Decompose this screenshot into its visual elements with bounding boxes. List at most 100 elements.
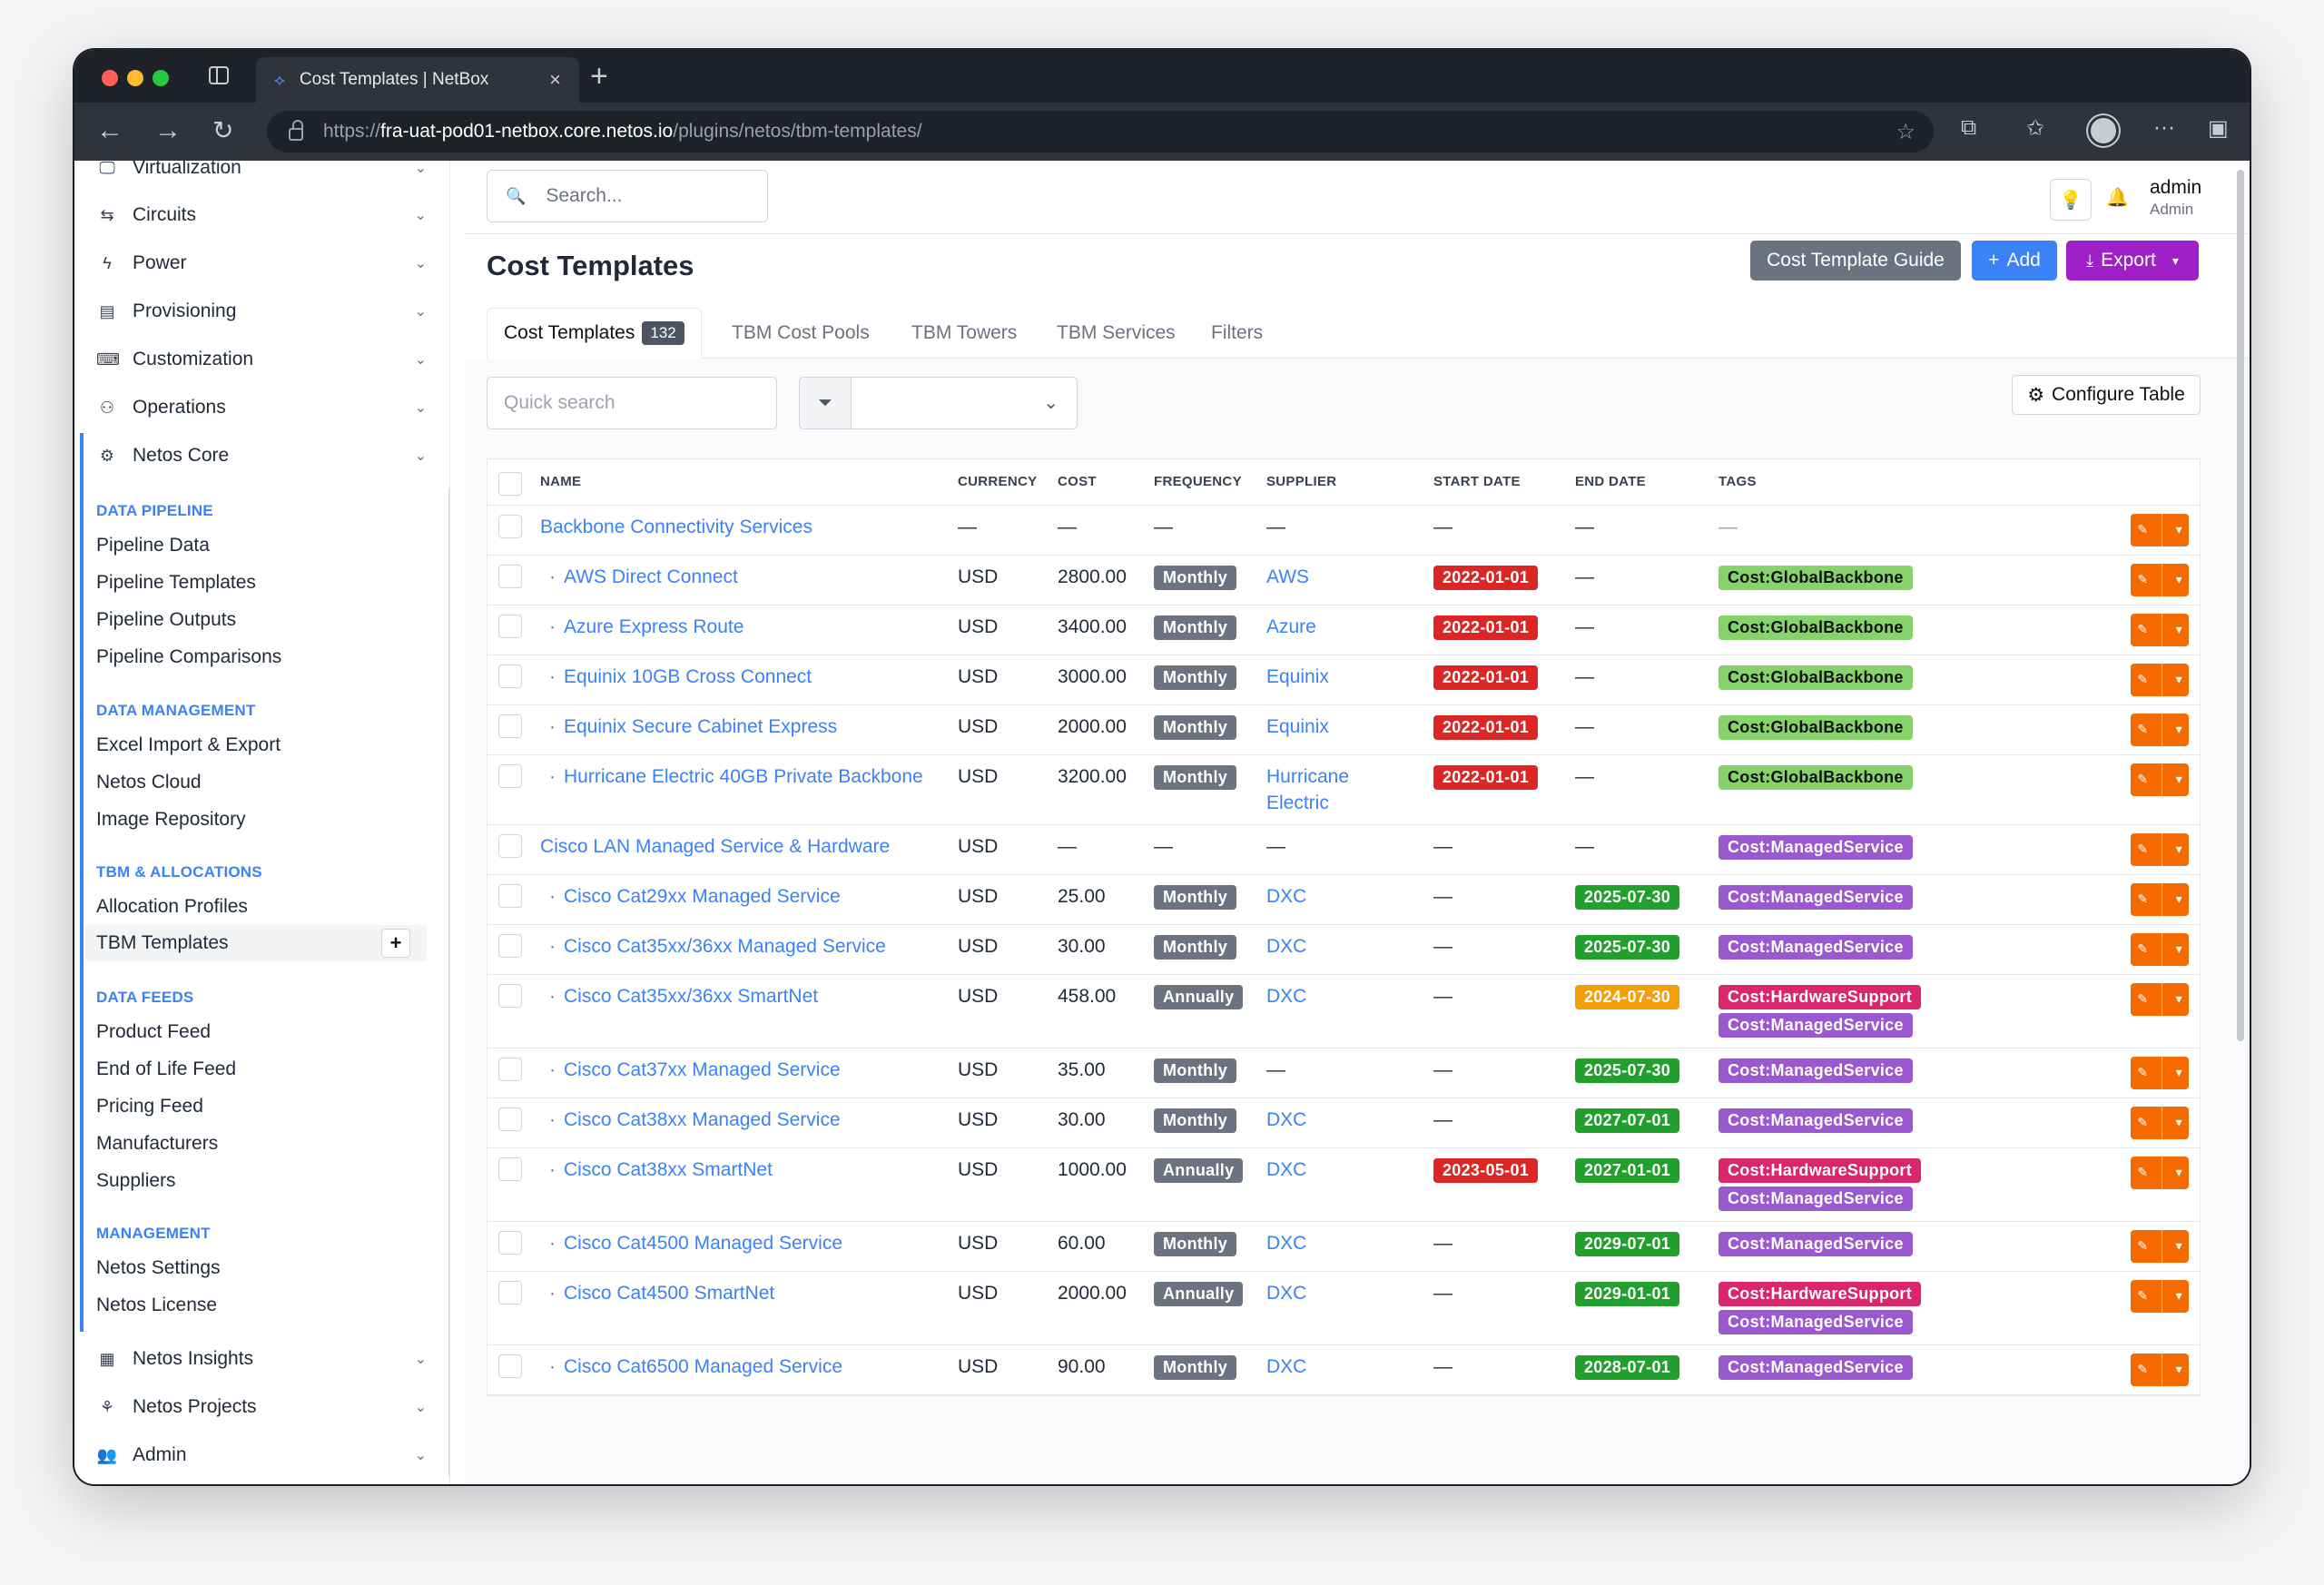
edit-actions-button[interactable]: ✎ ▾ (2131, 663, 2189, 696)
tag-badge[interactable]: Cost:ManagedService (1718, 1012, 1913, 1038)
supplier-link[interactable]: DXC (1266, 985, 1307, 1007)
sidebar-scrollbar[interactable] (448, 487, 449, 1477)
pencil-icon[interactable]: ✎ (2137, 722, 2149, 736)
sidebar-link-manufacturers[interactable]: Manufacturers (96, 1133, 219, 1154)
configure-table-button[interactable]: ⚙ Configure Table (2012, 375, 2201, 415)
tag-badge[interactable]: Cost:ManagedService (1718, 1108, 1913, 1133)
edit-actions-button[interactable]: ✎ ▾ (2131, 563, 2189, 596)
column-header-tags[interactable]: TAGS (1713, 459, 2125, 506)
sidebar-menu-power[interactable]: ϟ Power ⌄ (96, 245, 432, 281)
template-name-link[interactable]: Cisco Cat4500 SmartNet (540, 1283, 774, 1304)
tag-badge[interactable]: Cost:GlobalBackbone (1718, 615, 1913, 640)
filter-icon[interactable]: ⏷ (799, 377, 852, 429)
tag-badge[interactable]: Cost:HardwareSupport (1718, 1157, 1922, 1183)
supplier-link[interactable]: Equinix (1266, 715, 1329, 737)
chevron-down-icon[interactable]: ▾ (2175, 1362, 2182, 1376)
sidebar-link-tbm-templates[interactable]: TBM Templates + (85, 925, 427, 961)
column-header-name[interactable]: NAME (535, 459, 952, 506)
add-button[interactable]: + Add (1972, 241, 2057, 281)
pencil-icon[interactable]: ✎ (2137, 522, 2149, 537)
chevron-down-icon[interactable]: ▾ (2175, 1065, 2182, 1079)
forward-arrow-icon[interactable]: → (154, 115, 182, 145)
sidebar-link-pipeline-data[interactable]: Pipeline Data (96, 535, 210, 556)
template-name-link[interactable]: Equinix 10GB Cross Connect (540, 666, 812, 687)
browser-tab-active[interactable]: ⟡ Cost Templates | NetBox × (256, 57, 579, 103)
sidebar-menu-netos-core[interactable]: ⚙ Netos Core ⌄ (96, 438, 432, 474)
edit-actions-button[interactable]: ✎ ▾ (2131, 1156, 2189, 1189)
supplier-link[interactable]: Hurricane Electric (1266, 765, 1350, 813)
tab-cost-templates[interactable]: Cost Templates 132 (487, 308, 702, 359)
template-name-link[interactable]: Cisco Cat35xx/36xx SmartNet (540, 986, 818, 1007)
row-checkbox[interactable] (498, 714, 522, 738)
template-name-link[interactable]: Cisco Cat29xx Managed Service (540, 886, 841, 907)
pencil-icon[interactable]: ✎ (2137, 672, 2149, 686)
notifications-bell-icon[interactable]: 🔔 (2106, 188, 2129, 208)
chevron-down-icon[interactable]: ▾ (2175, 891, 2182, 906)
supplier-link[interactable]: AWS (1266, 566, 1310, 587)
add-template-button[interactable]: + (381, 929, 410, 958)
row-checkbox[interactable] (498, 614, 522, 638)
theme-toggle-bulb-icon[interactable]: 💡 (2050, 179, 2092, 221)
supplier-link[interactable]: DXC (1266, 1232, 1307, 1254)
extensions-icon[interactable]: ⧉ (1961, 115, 1977, 140)
tag-badge[interactable]: Cost:ManagedService (1718, 1186, 1913, 1211)
tag-badge[interactable]: Cost:ManagedService (1718, 1309, 1913, 1334)
supplier-link[interactable]: DXC (1266, 935, 1307, 957)
pencil-icon[interactable]: ✎ (2137, 941, 2149, 956)
export-button[interactable]: ⤓ Export ▾ (2066, 241, 2199, 281)
edit-actions-button[interactable]: ✎ ▾ (2131, 1056, 2189, 1089)
edit-actions-button[interactable]: ✎ ▾ (2131, 513, 2189, 546)
close-window-button[interactable] (102, 70, 118, 86)
supplier-link[interactable]: Azure (1266, 615, 1316, 637)
pencil-icon[interactable]: ✎ (2137, 842, 2149, 856)
sidebar-link-end-of-life-feed[interactable]: End of Life Feed (96, 1058, 237, 1079)
row-checkbox[interactable] (498, 664, 522, 688)
quick-search-input[interactable]: Quick search (487, 377, 777, 429)
chevron-down-icon[interactable]: ▾ (2175, 522, 2182, 537)
edit-actions-button[interactable]: ✎ ▾ (2131, 1106, 2189, 1139)
bookmark-star-icon[interactable]: ☆ (1896, 119, 1915, 144)
chevron-down-icon[interactable]: ▾ (2175, 941, 2182, 956)
template-name-link[interactable]: Cisco Cat38xx Managed Service (540, 1109, 841, 1130)
tab-tbm-towers[interactable]: TBM Towers (911, 322, 1018, 343)
row-checkbox[interactable] (498, 1107, 522, 1131)
sidebar-menu-customization[interactable]: ⌨ Customization ⌄ (96, 341, 432, 378)
sidebar-menu-circuits[interactable]: ⇆ Circuits ⌄ (96, 197, 432, 233)
edit-actions-button[interactable]: ✎ ▾ (2131, 763, 2189, 796)
close-tab-icon[interactable]: × (549, 68, 561, 91)
template-name-link[interactable]: Cisco Cat38xx SmartNet (540, 1159, 773, 1180)
edit-actions-button[interactable]: ✎ ▾ (2131, 882, 2189, 916)
row-checkbox[interactable] (498, 1230, 522, 1255)
template-name-link[interactable]: Hurricane Electric 40GB Private Backbone (540, 766, 923, 787)
column-header-frequency[interactable]: FREQUENCY (1148, 459, 1261, 506)
pencil-icon[interactable]: ✎ (2137, 1165, 2149, 1179)
supplier-link[interactable]: DXC (1266, 1108, 1307, 1130)
row-checkbox[interactable] (498, 1354, 522, 1378)
tab-tbm-cost-pools[interactable]: TBM Cost Pools (732, 322, 870, 343)
template-name-link[interactable]: Cisco Cat6500 Managed Service (540, 1356, 842, 1377)
chevron-down-icon[interactable]: ▾ (2175, 722, 2182, 736)
pencil-icon[interactable]: ✎ (2137, 1362, 2149, 1376)
row-checkbox[interactable] (498, 564, 522, 588)
row-checkbox[interactable] (498, 1280, 522, 1304)
column-header-cost[interactable]: COST (1052, 459, 1148, 506)
sidebar-link-pipeline-outputs[interactable]: Pipeline Outputs (96, 609, 237, 630)
tag-badge[interactable]: Cost:ManagedService (1718, 834, 1913, 860)
row-checkbox[interactable] (498, 933, 522, 958)
chevron-down-icon[interactable]: ▾ (2175, 842, 2182, 856)
more-menu-icon[interactable]: ··· (2153, 115, 2175, 140)
template-name-link[interactable]: Cisco Cat37xx Managed Service (540, 1059, 841, 1080)
column-header-currency[interactable]: CURRENCY (952, 459, 1052, 506)
new-tab-icon[interactable]: + (590, 59, 608, 94)
chevron-down-icon[interactable]: ▾ (2175, 572, 2182, 586)
template-name-link[interactable]: AWS Direct Connect (540, 566, 738, 587)
supplier-link[interactable]: DXC (1266, 1158, 1307, 1180)
profile-avatar-icon[interactable] (2088, 115, 2119, 146)
reload-icon[interactable]: ↻ (212, 116, 234, 144)
row-checkbox[interactable] (498, 983, 522, 1008)
tag-badge[interactable]: Cost:HardwareSupport (1718, 984, 1922, 1009)
tag-badge[interactable]: Cost:GlobalBackbone (1718, 714, 1913, 740)
edit-actions-button[interactable]: ✎ ▾ (2131, 713, 2189, 746)
tab-tbm-services[interactable]: TBM Services (1057, 322, 1176, 343)
template-name-link[interactable]: Cisco LAN Managed Service & Hardware (540, 835, 891, 857)
